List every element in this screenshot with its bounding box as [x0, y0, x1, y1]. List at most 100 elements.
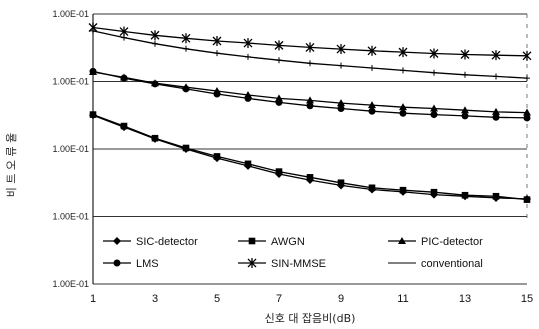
data-point [368, 101, 376, 109]
data-point [523, 196, 531, 203]
data-point [245, 53, 251, 60]
data-point [524, 75, 530, 82]
data-point [152, 40, 158, 47]
x-tick-label: 15 [521, 293, 533, 305]
data-point [429, 48, 439, 59]
data-point [121, 34, 127, 41]
data-point [461, 191, 469, 199]
y-axis-label: 비 트 오 류 율 [5, 133, 18, 198]
data-point [336, 44, 346, 55]
data-point [337, 105, 345, 112]
data-point [181, 33, 191, 44]
data-point [247, 258, 257, 268]
legend-label: LMS [136, 258, 159, 270]
x-tick-label: 11 [397, 293, 408, 305]
data-point [493, 73, 499, 80]
x-tick-label: 9 [338, 293, 344, 305]
data-point [399, 109, 407, 117]
data-point [491, 50, 501, 61]
y-tick-label: 1.00E-01 [52, 77, 89, 87]
series-sic-detector [89, 111, 531, 203]
legend-item: PIC-detector [388, 236, 483, 248]
data-point [113, 259, 121, 267]
series-sin-mmse [88, 22, 532, 61]
legend-item: SIN-MMSE [238, 258, 326, 270]
data-point [492, 192, 500, 200]
data-point [367, 45, 377, 56]
data-point [212, 36, 222, 46]
data-point [337, 99, 345, 107]
legend-item: AWGN [238, 236, 305, 248]
data-point [306, 96, 314, 104]
data-point [400, 67, 406, 74]
y-tick-label: 1.00E-01 [52, 144, 89, 154]
data-point [89, 67, 97, 75]
y-tick-label: 1.00E-01 [52, 279, 89, 289]
data-point [398, 47, 408, 58]
data-point [151, 80, 159, 88]
series-line [92, 113, 528, 201]
x-tick-labels: 1 3 5 7 9 11 13 15 [90, 293, 533, 305]
data-point [462, 71, 468, 78]
data-point [398, 237, 406, 244]
data-point [399, 186, 407, 194]
series-lms [89, 67, 531, 122]
x-tick-label: 5 [214, 293, 220, 305]
data-point [307, 60, 313, 67]
legend-item: conventional [388, 258, 483, 270]
data-point [337, 179, 345, 187]
data-point [276, 57, 282, 64]
x-tick-label: 1 [90, 293, 96, 305]
data-point [89, 111, 97, 118]
x-axis-label: 신호 대 잡음비(dB) [265, 312, 356, 325]
data-point [461, 106, 469, 114]
series-group [88, 22, 532, 203]
data-point [183, 45, 189, 52]
data-point [248, 237, 256, 245]
legend-label: PIC-detector [421, 236, 483, 248]
data-point [523, 108, 531, 116]
x-tick-label: 7 [276, 293, 282, 305]
data-point [120, 74, 128, 82]
data-point [90, 27, 96, 34]
data-point [522, 50, 532, 61]
series-line [92, 114, 528, 200]
data-point [113, 237, 121, 245]
data-point [338, 62, 344, 69]
data-point [399, 103, 407, 111]
data-point [151, 134, 159, 142]
legend-label: AWGN [271, 236, 305, 248]
x-tick-label: 13 [459, 293, 471, 305]
data-point [275, 168, 283, 175]
series-awgn [89, 111, 531, 203]
data-point [275, 98, 283, 106]
gridlines [93, 13, 527, 285]
legend: SIC-detector AWGN PIC-detector LMS SIN-MMSE c… [97, 228, 515, 274]
data-point [150, 30, 160, 41]
legend-label: SIN-MMSE [271, 258, 326, 270]
axes [92, 14, 528, 284]
data-point [305, 42, 315, 53]
legend-label: conventional [421, 258, 483, 270]
series-conventional [90, 27, 530, 82]
y-tick-label: 1.00E-01 [52, 212, 89, 222]
y-tick-label: 1.00E-01 [52, 9, 89, 19]
data-point [368, 184, 376, 192]
data-point [430, 104, 438, 112]
data-point [430, 188, 438, 196]
data-point [244, 94, 252, 102]
data-point [213, 90, 221, 98]
data-point [461, 112, 469, 120]
data-point [460, 49, 470, 60]
series-line [92, 70, 528, 119]
data-point [274, 40, 284, 51]
data-point [492, 107, 500, 115]
data-point [120, 122, 128, 130]
data-point [306, 174, 314, 181]
x-tick-label: 3 [152, 293, 158, 305]
data-point [369, 65, 375, 71]
y-tick-labels: 1.00E-01 1.00E-01 1.00E-01 1.00E-01 1.00E-01 [52, 9, 89, 289]
data-point [306, 102, 314, 110]
data-point [430, 111, 438, 119]
